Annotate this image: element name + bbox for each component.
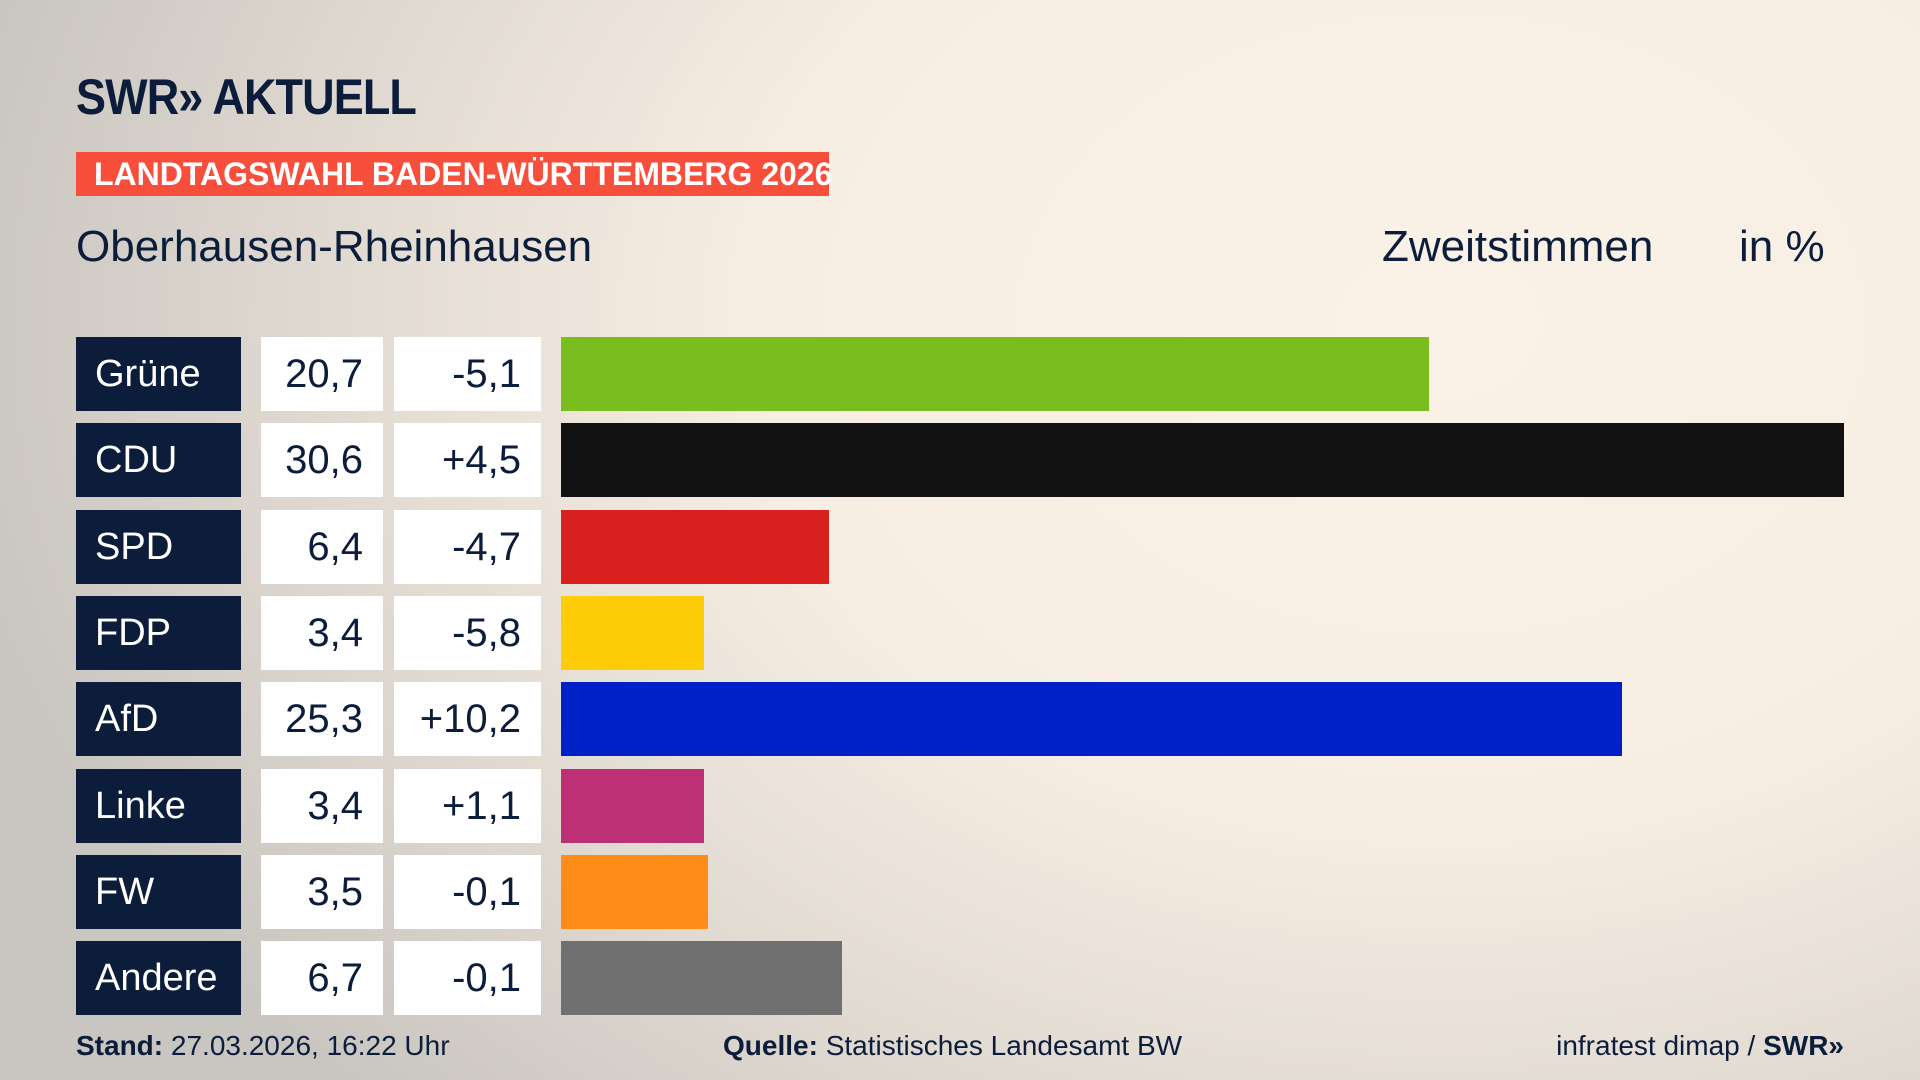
vote-share: 6,4	[261, 509, 383, 584]
party-label: FDP	[76, 595, 241, 670]
vote-change: +4,5	[394, 423, 541, 498]
vote-change: -4,7	[394, 509, 541, 584]
vote-share: 30,6	[261, 423, 383, 498]
vote-share: 25,3	[261, 682, 383, 757]
timestamp: Stand: 27.03.2026, 16:22 Uhr	[76, 1030, 450, 1062]
bar	[561, 337, 1429, 411]
vote-change: -0,1	[394, 941, 541, 1016]
district-title: Oberhausen-Rheinhausen	[76, 222, 593, 271]
bar	[561, 682, 1622, 757]
source: Quelle: Statistisches Landesamt BW	[723, 1030, 1182, 1062]
vote-change: -0,1	[394, 854, 541, 929]
bar	[561, 941, 842, 1016]
quelle-label: Quelle:	[723, 1030, 818, 1061]
party-label: Linke	[76, 768, 241, 843]
credit: infratest dimap / SWR»	[1556, 1030, 1844, 1062]
credit-text: infratest dimap /	[1556, 1030, 1764, 1061]
swr-aktuell-logo: SWR» AKTUELL	[76, 69, 417, 125]
vote-change: -5,1	[394, 337, 541, 411]
bar	[561, 595, 704, 670]
party-label: CDU	[76, 423, 241, 498]
bar	[561, 423, 1844, 498]
party-label: SPD	[76, 509, 241, 584]
swr-logo: SWR»	[1763, 1030, 1844, 1061]
vote-share: 20,7	[261, 337, 383, 411]
stand-label: Stand:	[76, 1030, 164, 1061]
vote-share: 3,5	[261, 854, 383, 929]
stand-value: 27.03.2026, 16:22 Uhr	[170, 1030, 450, 1061]
unit-label: in %	[1739, 222, 1825, 271]
party-label: Grüne	[76, 337, 241, 411]
party-label: FW	[76, 854, 241, 929]
bar	[561, 768, 704, 843]
bar	[561, 854, 708, 929]
party-label: Andere	[76, 941, 241, 1016]
vote-change: -5,8	[394, 595, 541, 670]
vote-share: 6,7	[261, 941, 383, 1016]
vote-share: 3,4	[261, 768, 383, 843]
vote-change: +10,2	[394, 682, 541, 757]
election-banner: LANDTAGSWAHL BADEN-WÜRTTEMBERG 2026	[76, 152, 832, 196]
quelle-value: Statistisches Landesamt BW	[825, 1030, 1183, 1061]
party-label: AfD	[76, 682, 241, 757]
vote-share: 3,4	[261, 595, 383, 670]
bar	[561, 509, 830, 584]
vote-change: +1,1	[394, 768, 541, 843]
vote-type-label: Zweitstimmen	[1382, 222, 1654, 271]
